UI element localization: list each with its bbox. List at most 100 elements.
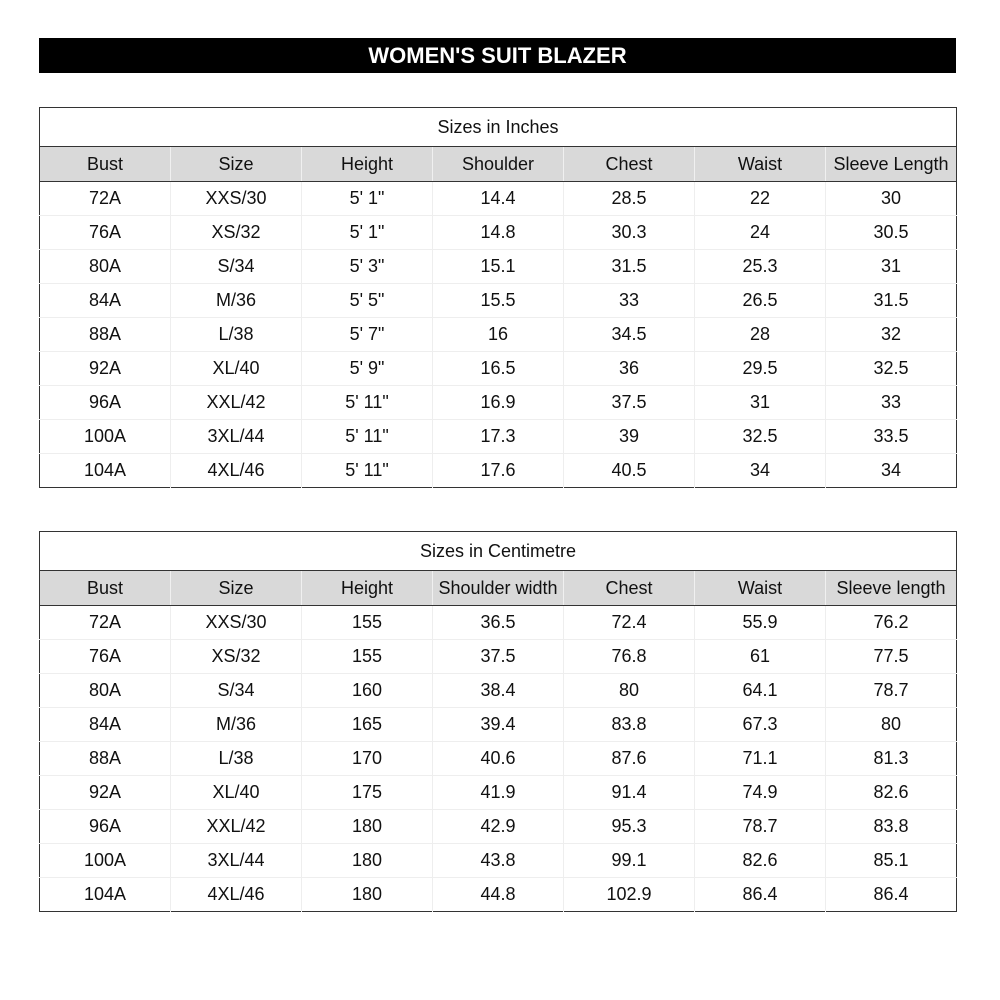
table-cell: 34 <box>825 453 957 488</box>
table-row: 100A 3XL/44 5' 11" 17.3 39 32.5 33.5 <box>39 419 957 454</box>
table-cell: 30.5 <box>825 215 957 250</box>
table-cell: 15.5 <box>432 283 564 318</box>
table-cell: 5' 7" <box>301 317 433 352</box>
table-cell: 87.6 <box>563 741 695 776</box>
table-cell: 72.4 <box>563 605 695 640</box>
column-header: Waist <box>694 570 826 606</box>
table-cell: 72A <box>39 181 171 216</box>
table-cell: 71.1 <box>694 741 826 776</box>
table-cell: 80 <box>825 707 957 742</box>
column-header: Shoulder width <box>432 570 564 606</box>
table-cell: 77.5 <box>825 639 957 674</box>
table-cell: 74.9 <box>694 775 826 810</box>
table-cell: 39 <box>563 419 695 454</box>
column-header: Height <box>301 570 433 606</box>
table-row: 76A XS/32 155 37.5 76.8 61 77.5 <box>39 639 957 674</box>
table-cell: 100A <box>39 843 171 878</box>
table-cell: 180 <box>301 877 433 912</box>
table-cell: 31 <box>825 249 957 284</box>
table-row: 104A 4XL/46 5' 11" 17.6 40.5 34 34 <box>39 453 957 488</box>
page-title: WOMEN'S SUIT BLAZER <box>39 38 956 73</box>
table-cell: 102.9 <box>563 877 695 912</box>
centimetre-size-table: Sizes in Centimetre Bust Size Height Shoulde… <box>39 531 957 912</box>
column-header: Sleeve length <box>825 570 957 606</box>
table-cell: 5' 11" <box>301 385 433 420</box>
table-cell: 28 <box>694 317 826 352</box>
table-cell: 16.9 <box>432 385 564 420</box>
table-cell: 40.6 <box>432 741 564 776</box>
table-cell: 84A <box>39 707 171 742</box>
table-cell: 38.4 <box>432 673 564 708</box>
table-cell: 17.6 <box>432 453 564 488</box>
table-cell: 31.5 <box>825 283 957 318</box>
table-cell: XS/32 <box>170 639 302 674</box>
column-header: Waist <box>694 146 826 182</box>
table-cell: 5' 5" <box>301 283 433 318</box>
table-cell: S/34 <box>170 673 302 708</box>
table-cell: 72A <box>39 605 171 640</box>
table-cell: 32 <box>825 317 957 352</box>
table-cell: 25.3 <box>694 249 826 284</box>
table-cell: 16 <box>432 317 564 352</box>
table-cell: XL/40 <box>170 775 302 810</box>
table-cell: 37.5 <box>563 385 695 420</box>
table-cell: 104A <box>39 877 171 912</box>
table-cell: XS/32 <box>170 215 302 250</box>
table-cell: M/36 <box>170 707 302 742</box>
table-cell: 37.5 <box>432 639 564 674</box>
table-row: 72A XXS/30 5' 1" 14.4 28.5 22 30 <box>39 181 957 216</box>
table-cell: 175 <box>301 775 433 810</box>
table-cell: 40.5 <box>563 453 695 488</box>
table-cell: 22 <box>694 181 826 216</box>
table-cell: 95.3 <box>563 809 695 844</box>
table-cell: 88A <box>39 317 171 352</box>
table-row: 76A XS/32 5' 1" 14.8 30.3 24 30.5 <box>39 215 957 250</box>
table-cell: 30.3 <box>563 215 695 250</box>
table-caption: Sizes in Inches <box>39 107 957 147</box>
table-row: 80A S/34 5' 3" 15.1 31.5 25.3 31 <box>39 249 957 284</box>
column-header: Shoulder <box>432 146 564 182</box>
table-row: 96A XXL/42 5' 11" 16.9 37.5 31 33 <box>39 385 957 420</box>
column-header: Height <box>301 146 433 182</box>
table-cell: 78.7 <box>825 673 957 708</box>
inches-size-table: Sizes in Inches Bust Size Height Shoulder Che… <box>39 107 957 488</box>
table-row: 92A XL/40 5' 9" 16.5 36 29.5 32.5 <box>39 351 957 386</box>
table-cell: 29.5 <box>694 351 826 386</box>
column-header: Size <box>170 146 302 182</box>
table-cell: 99.1 <box>563 843 695 878</box>
table-cell: 84A <box>39 283 171 318</box>
column-header: Sleeve Length <box>825 146 957 182</box>
table-cell: 5' 3" <box>301 249 433 284</box>
table-row: 80A S/34 160 38.4 80 64.1 78.7 <box>39 673 957 708</box>
column-header: Bust <box>39 570 171 606</box>
table-cell: 33.5 <box>825 419 957 454</box>
table-cell: 36 <box>563 351 695 386</box>
table-cell: XXS/30 <box>170 181 302 216</box>
table-cell: 31.5 <box>563 249 695 284</box>
table-cell: 91.4 <box>563 775 695 810</box>
table-cell: 39.4 <box>432 707 564 742</box>
table-cell: L/38 <box>170 741 302 776</box>
table-cell: 80 <box>563 673 695 708</box>
table-cell: M/36 <box>170 283 302 318</box>
table-cell: S/34 <box>170 249 302 284</box>
table-cell: 4XL/46 <box>170 877 302 912</box>
table-cell: 44.8 <box>432 877 564 912</box>
table-cell: 83.8 <box>825 809 957 844</box>
table-row: 72A XXS/30 155 36.5 72.4 55.9 76.2 <box>39 605 957 640</box>
table-cell: 41.9 <box>432 775 564 810</box>
table-cell: 83.8 <box>563 707 695 742</box>
table-caption: Sizes in Centimetre <box>39 531 957 571</box>
table-cell: 31 <box>694 385 826 420</box>
table-cell: XXS/30 <box>170 605 302 640</box>
table-row: 88A L/38 5' 7" 16 34.5 28 32 <box>39 317 957 352</box>
table-cell: 78.7 <box>694 809 826 844</box>
table-cell: 96A <box>39 385 171 420</box>
table-cell: 55.9 <box>694 605 826 640</box>
table-cell: 82.6 <box>825 775 957 810</box>
table-cell: XL/40 <box>170 351 302 386</box>
table-cell: 61 <box>694 639 826 674</box>
table-cell: XXL/42 <box>170 385 302 420</box>
table-cell: 76.8 <box>563 639 695 674</box>
table-row: 100A 3XL/44 180 43.8 99.1 82.6 85.1 <box>39 843 957 878</box>
